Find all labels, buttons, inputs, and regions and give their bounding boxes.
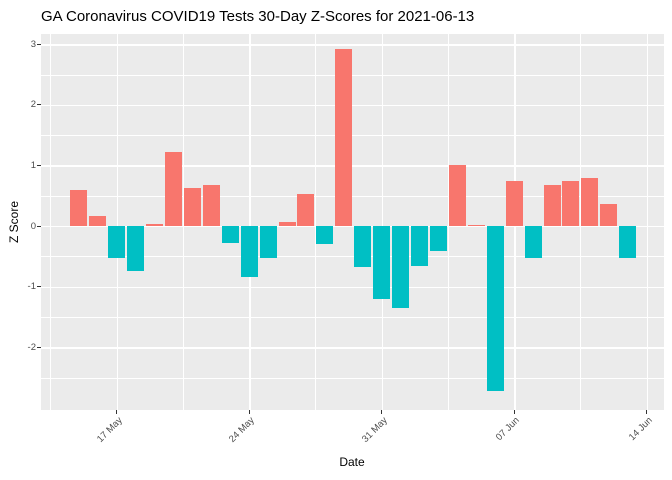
gridline-minor-v bbox=[315, 34, 317, 410]
y-tick-mark bbox=[37, 43, 41, 45]
gridline-minor-v bbox=[447, 34, 449, 410]
bar-2021-06-09 bbox=[543, 185, 561, 226]
y-tick-label: -2 bbox=[27, 341, 36, 353]
bar-2021-05-29 bbox=[335, 49, 353, 226]
gridline-major-v bbox=[249, 34, 251, 410]
bar-2021-05-16 bbox=[89, 215, 107, 226]
bar-2021-06-07 bbox=[505, 181, 523, 226]
x-tick-label: 14 Jun bbox=[626, 415, 655, 443]
bar-2021-06-02 bbox=[411, 226, 429, 266]
gridline-minor-h bbox=[41, 135, 664, 136]
bar-2021-06-05 bbox=[467, 224, 485, 226]
gridline-minor-v bbox=[50, 34, 52, 410]
bar-2021-05-28 bbox=[316, 226, 334, 244]
bar-2021-05-24 bbox=[240, 226, 258, 277]
y-tick-mark bbox=[37, 104, 41, 106]
bar-2021-06-08 bbox=[524, 226, 542, 258]
bar-2021-05-19 bbox=[146, 224, 164, 226]
gridline-minor-h bbox=[41, 316, 664, 318]
bar-2021-05-26 bbox=[278, 222, 296, 226]
bar-2021-05-27 bbox=[297, 193, 315, 226]
gridline-major-h bbox=[41, 44, 664, 46]
x-tick-label: 31 May bbox=[359, 415, 390, 445]
x-tick-label: 17 May bbox=[94, 415, 125, 445]
bar-2021-06-10 bbox=[562, 181, 580, 226]
bar-2021-05-23 bbox=[221, 226, 239, 243]
gridline-major-h bbox=[41, 104, 664, 107]
x-tick-label: 07 Jun bbox=[494, 415, 522, 443]
x-tick-label: 24 May bbox=[227, 415, 257, 445]
bar-2021-05-18 bbox=[127, 226, 145, 272]
chart-title: GA Coronavirus COVID19 Tests 30-Day Z-Sc… bbox=[41, 8, 475, 25]
gridline-major-v bbox=[646, 34, 649, 410]
gridline-minor-h bbox=[41, 377, 664, 379]
y-axis-title: Z Score bbox=[7, 200, 21, 244]
gridline-minor-h bbox=[41, 256, 664, 257]
bar-2021-06-13 bbox=[619, 226, 637, 259]
x-tick-mark bbox=[248, 410, 250, 414]
gridline-major-h bbox=[41, 347, 664, 349]
bar-2021-05-21 bbox=[183, 188, 201, 226]
bar-2021-06-04 bbox=[448, 165, 466, 226]
y-tick-label: 1 bbox=[30, 159, 36, 171]
y-tick-mark bbox=[37, 346, 41, 348]
x-axis-title: Date bbox=[339, 455, 365, 469]
bar-2021-06-11 bbox=[581, 177, 599, 226]
gridline-major-h bbox=[41, 226, 664, 228]
y-tick-mark bbox=[37, 225, 41, 227]
bar-2021-06-03 bbox=[429, 226, 447, 251]
bar-2021-05-30 bbox=[354, 226, 372, 268]
bar-2021-05-15 bbox=[70, 190, 88, 226]
y-tick-mark bbox=[37, 164, 41, 167]
gridline-major-h bbox=[41, 286, 664, 288]
y-tick-mark bbox=[37, 286, 41, 288]
bar-2021-05-22 bbox=[202, 184, 220, 226]
gridline-minor-h bbox=[41, 195, 664, 197]
gridline-minor-v bbox=[580, 34, 582, 410]
y-tick-label: -1 bbox=[27, 281, 36, 293]
bar-2021-05-25 bbox=[259, 226, 277, 258]
y-tick-label: 2 bbox=[30, 99, 36, 111]
x-tick-mark bbox=[381, 410, 383, 414]
bar-2021-05-31 bbox=[373, 226, 391, 299]
bar-2021-05-20 bbox=[164, 152, 182, 226]
x-tick-mark bbox=[646, 410, 648, 414]
bar-2021-06-12 bbox=[600, 204, 618, 226]
x-tick-mark bbox=[116, 410, 118, 414]
bar-2021-06-01 bbox=[392, 226, 410, 309]
plot-panel bbox=[41, 34, 664, 410]
gridline-major-h bbox=[41, 165, 664, 167]
x-tick-mark bbox=[513, 410, 515, 414]
bar-2021-06-06 bbox=[486, 226, 504, 391]
gridline-minor-h bbox=[41, 74, 664, 76]
y-tick-label: 3 bbox=[30, 38, 36, 50]
gridline-major-v bbox=[381, 34, 384, 410]
gridline-minor-v bbox=[182, 34, 184, 410]
bar-2021-05-17 bbox=[108, 226, 126, 258]
y-tick-label: 0 bbox=[30, 220, 36, 232]
gridline-major-v bbox=[116, 34, 119, 410]
